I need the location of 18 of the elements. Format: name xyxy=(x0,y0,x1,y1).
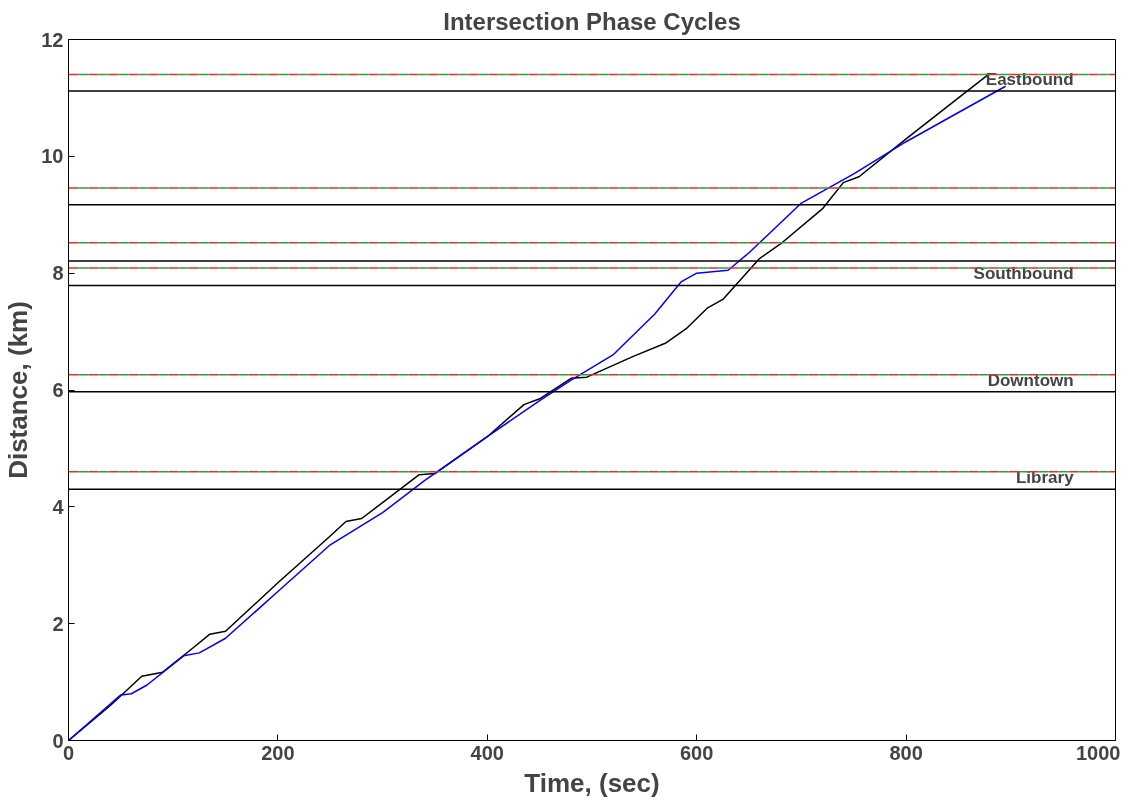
chart-title: Intersection Phase Cycles xyxy=(443,7,741,35)
ref-line-label: Downtown xyxy=(987,370,1074,390)
x-tick-label: 800 xyxy=(889,741,923,764)
y-tick-label: 12 xyxy=(41,28,64,51)
x-tick-label: 1000 xyxy=(1076,741,1121,764)
y-tick-label: 2 xyxy=(52,612,64,635)
ref-line-label: Library xyxy=(1015,468,1075,488)
x-tick-label: 600 xyxy=(680,741,714,764)
ref-line-label: Eastbound xyxy=(985,69,1074,89)
y-tick-label: 10 xyxy=(41,145,64,168)
ref-line-label: Southbound xyxy=(973,264,1074,284)
x-tick-label: 200 xyxy=(261,741,295,764)
x-axis-title: Time, (sec) xyxy=(524,767,660,798)
y-axis-title: Distance, (km) xyxy=(3,301,34,479)
y-tick-label: 8 xyxy=(52,262,64,285)
y-tick-label: 6 xyxy=(52,379,64,401)
x-tick-label: 400 xyxy=(470,741,504,764)
y-tick-label: 4 xyxy=(52,495,65,518)
